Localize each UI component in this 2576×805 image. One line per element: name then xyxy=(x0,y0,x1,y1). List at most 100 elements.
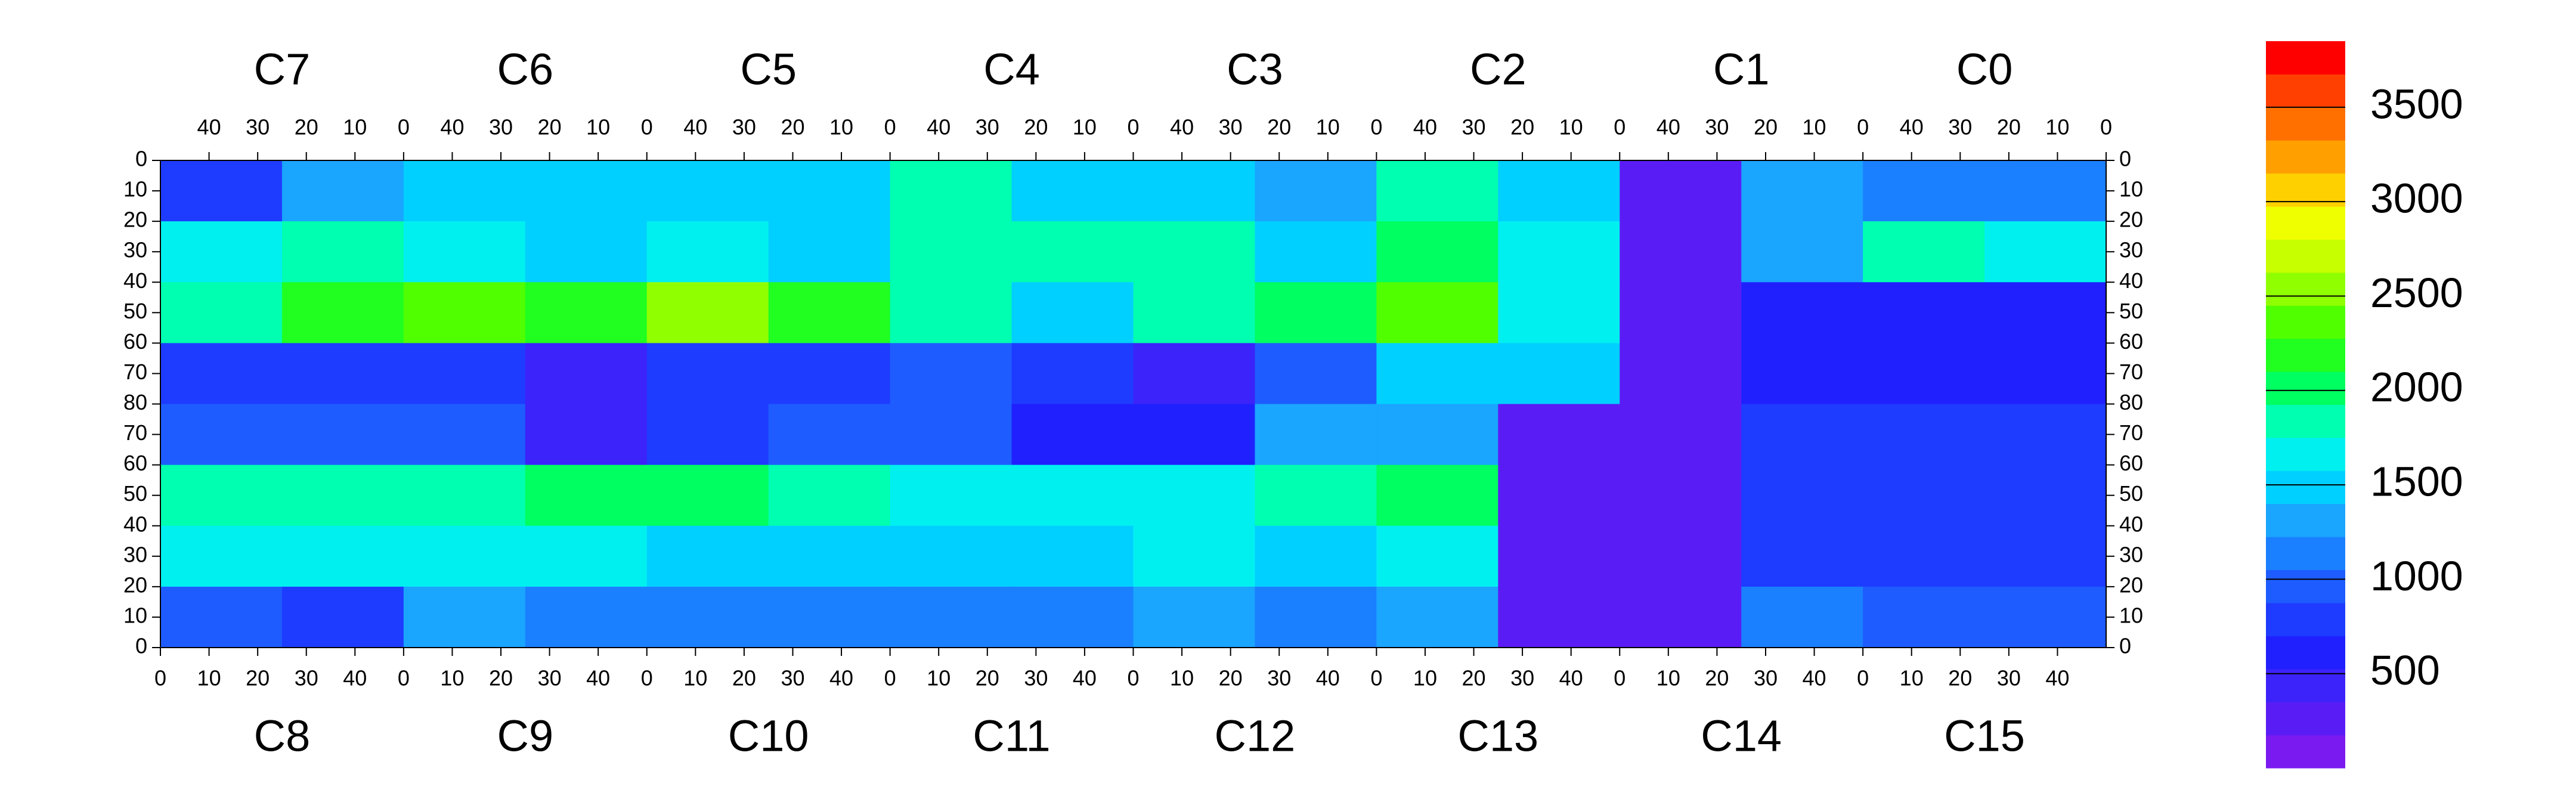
colorbar-band xyxy=(2266,338,2345,372)
x-tick-label: 40 xyxy=(1900,115,1924,140)
heatmap-cell xyxy=(1498,160,1620,222)
heatmap-cell xyxy=(525,221,648,283)
chip-label: C0 xyxy=(1956,45,2013,94)
heatmap-cell xyxy=(1984,525,2107,587)
chip-label: C2 xyxy=(1470,45,1527,94)
x-tick-label: 40 xyxy=(927,115,950,140)
chip-label: C4 xyxy=(983,45,1040,94)
colorbar-band xyxy=(2266,272,2345,306)
y-tick-label: 0 xyxy=(2119,634,2131,658)
chip-label: C10 xyxy=(728,711,809,761)
heatmap-cell xyxy=(1741,343,1863,404)
heatmap-cell xyxy=(890,586,1013,648)
heatmap-cell xyxy=(1498,465,1620,527)
heatmap-cell xyxy=(1741,221,1863,283)
chip-label: C3 xyxy=(1227,45,1283,94)
heatmap-cell xyxy=(525,282,648,343)
heatmap-cell xyxy=(160,465,283,527)
x-tick-label: 30 xyxy=(1705,115,1729,140)
heatmap-cell xyxy=(1011,465,1134,527)
colorbar-band xyxy=(2266,503,2345,537)
y-tick-label: 80 xyxy=(2119,390,2143,414)
heatmap-cell xyxy=(1011,404,1134,466)
heatmap-cell xyxy=(1133,465,1255,527)
heatmap-cell xyxy=(646,404,769,466)
x-tick-label: 20 xyxy=(246,666,270,691)
heatmap-cell xyxy=(1984,343,2107,404)
x-tick-label: 0 xyxy=(884,666,896,691)
colorbar-band xyxy=(2266,107,2345,141)
heatmap-cell xyxy=(646,465,769,527)
x-tick-label: 30 xyxy=(1024,666,1048,691)
heatmap-cell xyxy=(1620,160,1742,222)
chip-label: C11 xyxy=(973,711,1050,761)
heatmap-cell xyxy=(160,525,283,587)
y-tick-label: 60 xyxy=(123,451,147,475)
heatmap-cell xyxy=(1376,465,1498,527)
heatmap-cell xyxy=(646,525,769,587)
colorbar-band xyxy=(2266,636,2345,670)
x-tick-label: 30 xyxy=(1219,115,1243,140)
chip-label: C1 xyxy=(1713,45,1770,94)
heatmap-cell xyxy=(525,343,648,404)
colorbar-band xyxy=(2266,140,2345,174)
x-tick-label: 0 xyxy=(1370,115,1382,140)
heatmap-cell xyxy=(281,586,404,648)
colorbar-band xyxy=(2266,437,2345,471)
colorbar-band xyxy=(2266,404,2345,438)
x-tick-label: 30 xyxy=(1267,666,1291,691)
x-tick-label: 20 xyxy=(1705,666,1729,691)
colorbar-band xyxy=(2266,74,2345,108)
heatmap-cell xyxy=(403,465,526,527)
x-tick-label: 10 xyxy=(197,666,221,691)
y-tick-label: 20 xyxy=(2119,572,2143,597)
x-tick-label: 10 xyxy=(1559,115,1583,140)
heatmap-cell xyxy=(768,586,891,648)
x-tick-label: 0 xyxy=(641,115,653,140)
x-tick-label: 10 xyxy=(1803,115,1826,140)
x-tick-label: 0 xyxy=(2100,115,2112,140)
heatmap-cell xyxy=(1741,160,1863,222)
heatmap-cell xyxy=(1255,343,1377,404)
heatmap-cell xyxy=(890,465,1013,527)
heatmap-cell xyxy=(1255,525,1377,587)
y-tick-label: 70 xyxy=(123,420,147,445)
colorbar-tick-label: 1500 xyxy=(2370,459,2463,505)
heatmap-cell xyxy=(1984,160,2107,222)
y-tick-label: 30 xyxy=(123,238,147,262)
x-tick-label: 30 xyxy=(1510,666,1534,691)
y-tick-label: 40 xyxy=(123,268,147,293)
heatmap-cell xyxy=(281,221,404,283)
heatmap-cell xyxy=(1011,525,1134,587)
colorbar-tick-label: 3000 xyxy=(2370,175,2463,222)
heatmap-cell xyxy=(525,525,648,587)
colorbar-band xyxy=(2266,206,2345,240)
y-tick-label: 30 xyxy=(2119,542,2143,566)
heatmap-cell xyxy=(160,282,283,343)
x-tick-label: 30 xyxy=(1754,666,1778,691)
heatmap-cell xyxy=(1376,525,1498,587)
heatmap-cell xyxy=(281,404,404,466)
x-tick-label: 10 xyxy=(1073,115,1097,140)
x-tick-label: 40 xyxy=(1657,115,1680,140)
heatmap-cell xyxy=(1376,282,1498,343)
heatmap-cell xyxy=(890,282,1013,343)
heatmap-cell xyxy=(1011,282,1134,343)
x-tick-label: 30 xyxy=(538,666,562,691)
heatmap-cell xyxy=(1863,404,1985,466)
x-tick-label: 10 xyxy=(1316,115,1340,140)
x-tick-label: 0 xyxy=(641,666,653,691)
x-tick-label: 10 xyxy=(343,115,367,140)
colorbar-tick-label: 500 xyxy=(2370,647,2440,693)
heatmap-cell xyxy=(403,343,526,404)
heatmap-cell xyxy=(890,404,1013,466)
x-tick-label: 40 xyxy=(1803,666,1826,691)
colorbar-band xyxy=(2266,537,2345,571)
heatmap-cell xyxy=(403,221,526,283)
heatmap-cell xyxy=(1741,586,1863,648)
y-tick-label: 10 xyxy=(2119,603,2143,627)
y-tick-label: 80 xyxy=(123,390,147,414)
colorbar-tick-label: 2500 xyxy=(2370,270,2463,316)
colorbar-band xyxy=(2266,702,2345,736)
